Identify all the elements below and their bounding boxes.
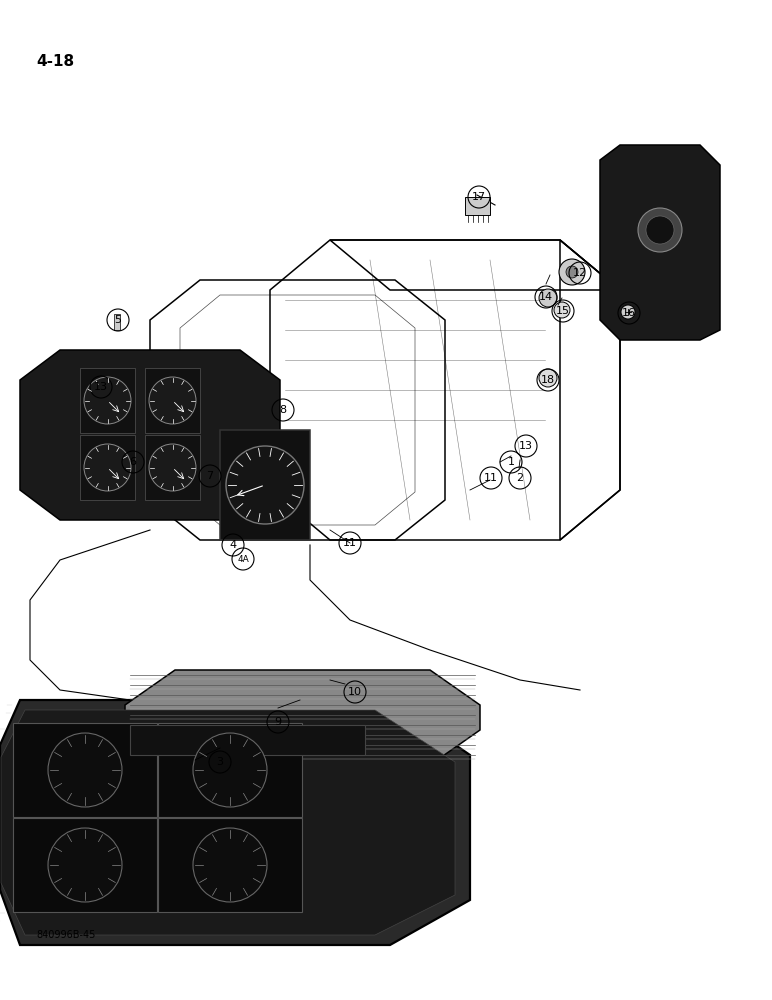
Text: 1: 1	[507, 457, 514, 467]
Polygon shape	[1, 710, 455, 935]
FancyBboxPatch shape	[130, 725, 365, 755]
Circle shape	[48, 828, 122, 902]
FancyBboxPatch shape	[158, 818, 302, 912]
Text: 11: 11	[484, 473, 498, 483]
Text: 13: 13	[519, 441, 533, 451]
Text: 4: 4	[229, 540, 236, 550]
FancyBboxPatch shape	[13, 818, 157, 912]
Text: 15: 15	[556, 306, 570, 316]
Circle shape	[566, 266, 578, 278]
Text: 3: 3	[216, 757, 224, 767]
Text: 12: 12	[573, 268, 587, 278]
Bar	[114, 314, 120, 330]
Circle shape	[559, 259, 585, 285]
Circle shape	[149, 377, 196, 424]
Circle shape	[539, 289, 557, 307]
Text: 16: 16	[622, 308, 636, 318]
FancyBboxPatch shape	[145, 368, 200, 433]
Polygon shape	[125, 670, 480, 765]
Circle shape	[554, 302, 570, 318]
Circle shape	[193, 733, 267, 807]
FancyBboxPatch shape	[80, 435, 135, 500]
Text: 840996B-45: 840996B-45	[36, 930, 96, 940]
Text: 13: 13	[94, 382, 108, 392]
Polygon shape	[0, 700, 470, 945]
Text: 9: 9	[274, 717, 282, 727]
Circle shape	[646, 216, 674, 244]
Circle shape	[638, 208, 682, 252]
Circle shape	[226, 446, 304, 524]
Circle shape	[84, 377, 131, 424]
Text: 8: 8	[279, 405, 286, 415]
FancyBboxPatch shape	[158, 723, 302, 817]
Text: 10: 10	[348, 687, 362, 697]
Circle shape	[48, 733, 122, 807]
Bar	[465, 197, 490, 215]
Text: 11: 11	[343, 538, 357, 548]
Circle shape	[539, 369, 557, 387]
Bar	[129, 452, 135, 468]
FancyBboxPatch shape	[80, 368, 135, 433]
Text: 7: 7	[206, 471, 214, 481]
Text: 4A: 4A	[237, 554, 249, 564]
Text: 5: 5	[114, 315, 121, 325]
Circle shape	[621, 305, 635, 319]
Text: 17: 17	[472, 192, 486, 202]
FancyBboxPatch shape	[220, 430, 310, 540]
FancyBboxPatch shape	[145, 435, 200, 500]
Text: 18: 18	[541, 375, 555, 385]
Circle shape	[84, 444, 131, 491]
FancyBboxPatch shape	[13, 723, 157, 817]
Text: 2: 2	[516, 473, 523, 483]
Text: 6: 6	[130, 457, 137, 467]
Circle shape	[193, 828, 267, 902]
Text: 14: 14	[539, 292, 553, 302]
Circle shape	[149, 444, 196, 491]
Polygon shape	[600, 145, 720, 340]
Polygon shape	[20, 350, 280, 520]
Text: 4-18: 4-18	[36, 54, 74, 70]
